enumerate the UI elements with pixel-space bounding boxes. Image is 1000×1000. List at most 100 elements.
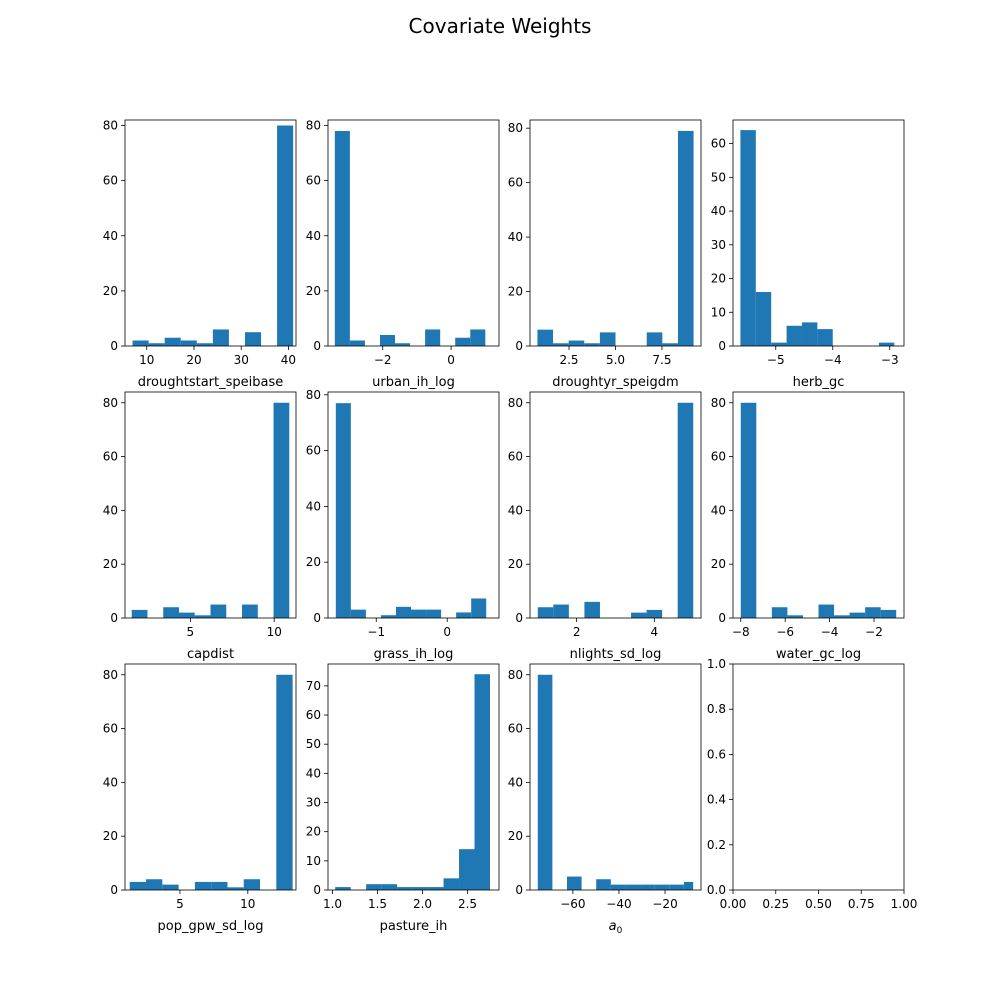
y-tick-label: 40	[508, 230, 523, 244]
figure-title: Covariate Weights	[408, 14, 592, 38]
y-tick-label: 60	[103, 450, 118, 464]
histogram-bar	[366, 884, 382, 890]
histogram-bar	[610, 884, 626, 890]
y-tick-label: 0	[515, 339, 523, 353]
y-tick-label: 50	[711, 170, 726, 184]
y-tick-label: 60	[306, 444, 321, 458]
x-axis-label: grass_ih_log	[374, 647, 454, 662]
histogram-bar	[242, 604, 258, 618]
y-tick-label: 0.4	[707, 793, 726, 807]
histogram-bar	[132, 340, 149, 346]
histogram-bar	[669, 884, 684, 890]
axes-frame	[327, 663, 500, 891]
y-tick-label: 20	[508, 285, 523, 299]
histogram-bar	[625, 884, 641, 890]
y-tick-label: 0	[313, 611, 321, 625]
x-axis-label: capdist	[187, 647, 234, 662]
y-tick-label: 0	[110, 611, 118, 625]
histogram-bar	[771, 342, 787, 346]
y-tick-label: 40	[103, 775, 118, 789]
axes-frame	[327, 119, 500, 347]
histogram-bar	[470, 329, 486, 346]
x-tick-label: 2	[573, 625, 581, 639]
y-tick-label: 0	[718, 611, 726, 625]
histogram-bar	[537, 329, 554, 346]
x-tick-label: −40	[606, 897, 631, 911]
histogram-bar	[818, 604, 835, 618]
axes-frame	[529, 391, 702, 619]
x-tick-label: 40	[281, 353, 296, 367]
y-tick-label: 20	[711, 272, 726, 286]
y-tick-label: 20	[306, 555, 321, 569]
x-tick-label: 10	[139, 353, 154, 367]
histogram-bar	[568, 340, 585, 346]
y-tick-label: 80	[103, 396, 118, 410]
x-tick-label: −4	[824, 353, 842, 367]
y-tick-label: 0.2	[707, 838, 726, 852]
histogram-bar	[334, 131, 350, 346]
y-tick-label: 20	[306, 284, 321, 298]
y-tick-label: 80	[103, 119, 118, 133]
x-tick-label: −2	[374, 353, 392, 367]
histogram-bar	[801, 322, 818, 346]
x-tick-label: 2.0	[413, 897, 432, 911]
axes-frame	[327, 391, 500, 619]
histogram-bar	[129, 881, 147, 890]
y-tick-label: 80	[508, 668, 523, 682]
histogram-bar	[196, 343, 213, 346]
histogram-bar	[683, 881, 694, 890]
x-axis-label: pop_gpw_sd_log	[158, 919, 264, 934]
y-tick-label: 0.6	[707, 747, 726, 761]
y-tick-label: 0	[515, 611, 523, 625]
y-tick-label: 10	[306, 854, 321, 868]
histogram-bar	[584, 343, 600, 346]
y-tick-label: 40	[711, 204, 726, 218]
subplot-10: 1.0 1.5 2.0 2.5 0 10 20 30 40 50 60 70 pasture_ih	[306, 663, 500, 934]
y-tick-label: 0	[110, 883, 118, 897]
histogram-bar	[786, 325, 802, 346]
y-tick-label: 1.0	[707, 657, 726, 671]
x-tick-label: −3	[881, 353, 899, 367]
y-tick-label: 80	[103, 668, 118, 682]
axes-frame	[124, 119, 297, 347]
histogram-bar	[471, 598, 487, 618]
histogram-bar	[276, 674, 293, 890]
histogram-bar	[566, 876, 582, 890]
histogram-bar	[849, 612, 866, 618]
y-tick-label: 40	[306, 229, 321, 243]
axes-frame	[124, 663, 297, 891]
histogram-bar	[277, 125, 294, 346]
histogram-bar	[227, 887, 244, 890]
histogram-bar	[163, 607, 179, 618]
x-tick-label: 0.75	[848, 897, 875, 911]
histogram-bar	[244, 332, 262, 346]
y-tick-label: 80	[306, 119, 321, 133]
histogram-bar	[459, 849, 475, 890]
subplot-9: 5 10 0 20 40 60 80 pop_gpw_sd_log	[103, 663, 297, 934]
y-tick-label: 80	[508, 396, 523, 410]
histogram-bar	[397, 887, 413, 890]
y-tick-label: 10	[711, 305, 726, 319]
y-tick-label: 20	[711, 557, 726, 571]
y-tick-label: 40	[508, 503, 523, 517]
histogram-bar	[180, 340, 197, 346]
histogram-bar	[335, 887, 351, 890]
histogram-bar	[654, 884, 670, 890]
y-tick-label: 60	[508, 176, 523, 190]
x-tick-label: 0	[447, 353, 455, 367]
subplot-6: −1 0 0 20 40 60 80 grass_ih_log	[306, 388, 500, 662]
histogram-bar	[194, 881, 212, 890]
histogram-bar	[210, 604, 227, 618]
subplot-11: −60 −40 −20 0 20 40 60 80 a0	[508, 663, 702, 936]
histogram-bar	[211, 881, 228, 890]
histogram-bar	[771, 607, 788, 618]
y-tick-label: 0	[313, 883, 321, 897]
x-tick-label: 4	[651, 625, 659, 639]
y-tick-label: 0	[718, 339, 726, 353]
histogram-bar	[740, 402, 757, 618]
y-tick-label: 20	[103, 829, 118, 843]
axes-frame	[529, 663, 702, 891]
histogram-bar	[379, 334, 396, 346]
y-tick-label: 0.0	[707, 883, 726, 897]
